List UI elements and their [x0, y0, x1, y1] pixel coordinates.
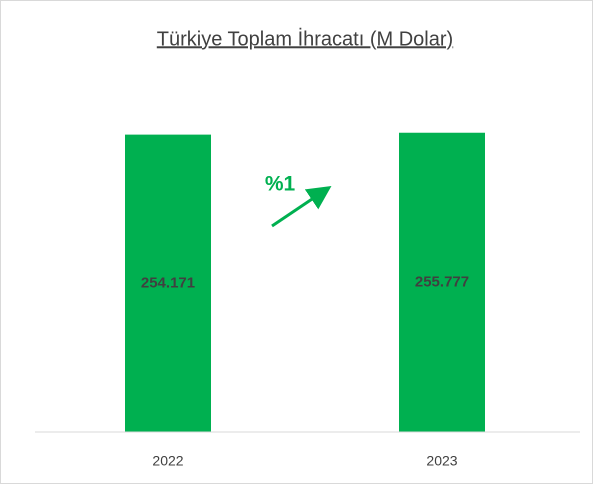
chart-title: Türkiye Toplam İhracatı (M Dolar) — [157, 27, 453, 50]
bar — [125, 134, 211, 432]
bar — [399, 132, 485, 432]
data-label: 254.171 — [141, 274, 195, 291]
data-label: 255.777 — [415, 273, 469, 290]
x-tick-label: 2023 — [426, 453, 457, 469]
trend-arrow — [271, 185, 332, 228]
annotation: %1 — [265, 173, 296, 196]
x-tick-label: 2022 — [152, 453, 183, 469]
